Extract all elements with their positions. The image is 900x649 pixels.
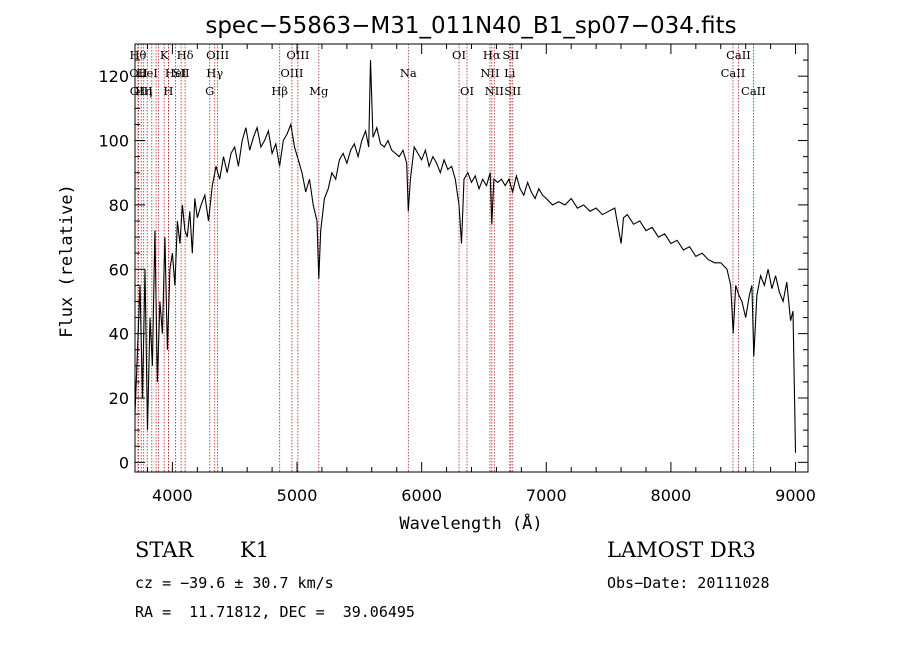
line-marker-label-28: SII [502, 48, 519, 62]
y-axis-label: Flux (relative) [57, 184, 77, 338]
x-tick-label-5000: 5000 [277, 486, 318, 505]
line-marker-label-21: Na [400, 66, 417, 80]
line-marker-label-18: OIII [280, 66, 303, 80]
line-marker-label-12: SII [173, 66, 190, 80]
line-marker-label-9: H [163, 84, 173, 98]
y-axis: 0 20 40 60 80 100 120 [98, 59, 808, 472]
line-marker-label-14: G [205, 84, 214, 98]
line-marker-label-19: OIII [286, 48, 309, 62]
line-marker-label-27: Li [504, 66, 516, 80]
line-marker-label-3: Hη [135, 84, 152, 98]
line-marker-label-23: OI [460, 84, 474, 98]
object-class: STAR [135, 538, 194, 562]
y-tick-label-40: 40 [109, 325, 129, 344]
y-tick-label-0: 0 [119, 453, 129, 472]
x-axis: 4000 5000 6000 7000 8000 9000 [146, 44, 816, 505]
line-marker-label-30: CaII [721, 66, 746, 80]
line-marker-label-17: Hβ [271, 84, 288, 98]
x-tick-label-4000: 4000 [152, 486, 193, 505]
x-axis-label: Wavelength (Å) [399, 512, 542, 534]
line-marker-label-8: K [160, 48, 169, 62]
chart-title: spec−55863−M31_011N40_B1_sp07−034.fits [205, 13, 736, 39]
x-tick-label-9000: 9000 [775, 486, 816, 505]
redshift-readout: cz = −39.6 ± 30.7 km/s [135, 574, 334, 592]
y-tick-label-120: 120 [98, 67, 129, 86]
y-tick-label-100: 100 [98, 132, 129, 151]
x-tick-label-8000: 8000 [651, 486, 692, 505]
spectrum-line [134, 60, 797, 453]
line-marker-label-13: Hδ [177, 48, 194, 62]
line-marker-label-16: OIII [206, 48, 229, 62]
line-marker-label-15: Hγ [206, 66, 223, 80]
x-tick-label-7000: 7000 [526, 486, 567, 505]
line-marker-label-24: NII [480, 66, 499, 80]
line-marker-label-29: SII [504, 84, 521, 98]
line-marker-label-32: CaII [741, 84, 766, 98]
line-marker-layer: HθOIIOIIIHηHeIKHHeISIIHδGHγOIIIHβOIIIOII… [129, 44, 766, 472]
y-tick-label-80: 80 [109, 196, 129, 215]
line-marker-label-26: NII [485, 84, 504, 98]
y-tick-label-20: 20 [109, 389, 129, 408]
line-marker-label-31: CaII [726, 48, 751, 62]
line-marker-label-20: Mg [309, 84, 329, 98]
x-tick-label-6000: 6000 [401, 486, 442, 505]
y-tick-label-60: 60 [109, 260, 129, 279]
line-marker-label-4: HeI [137, 66, 158, 80]
object-subclass: K1 [240, 538, 270, 562]
line-marker-label-22: OI [452, 48, 466, 62]
line-marker-label-25: Hα [483, 48, 501, 62]
line-marker-label-0: Hθ [130, 48, 147, 62]
survey-label: LAMOST DR3 [607, 538, 756, 562]
observation-date: Obs−Date: 20111028 [607, 574, 770, 592]
coordinates-readout: RA = 11.71812, DEC = 39.06495 [135, 603, 415, 621]
